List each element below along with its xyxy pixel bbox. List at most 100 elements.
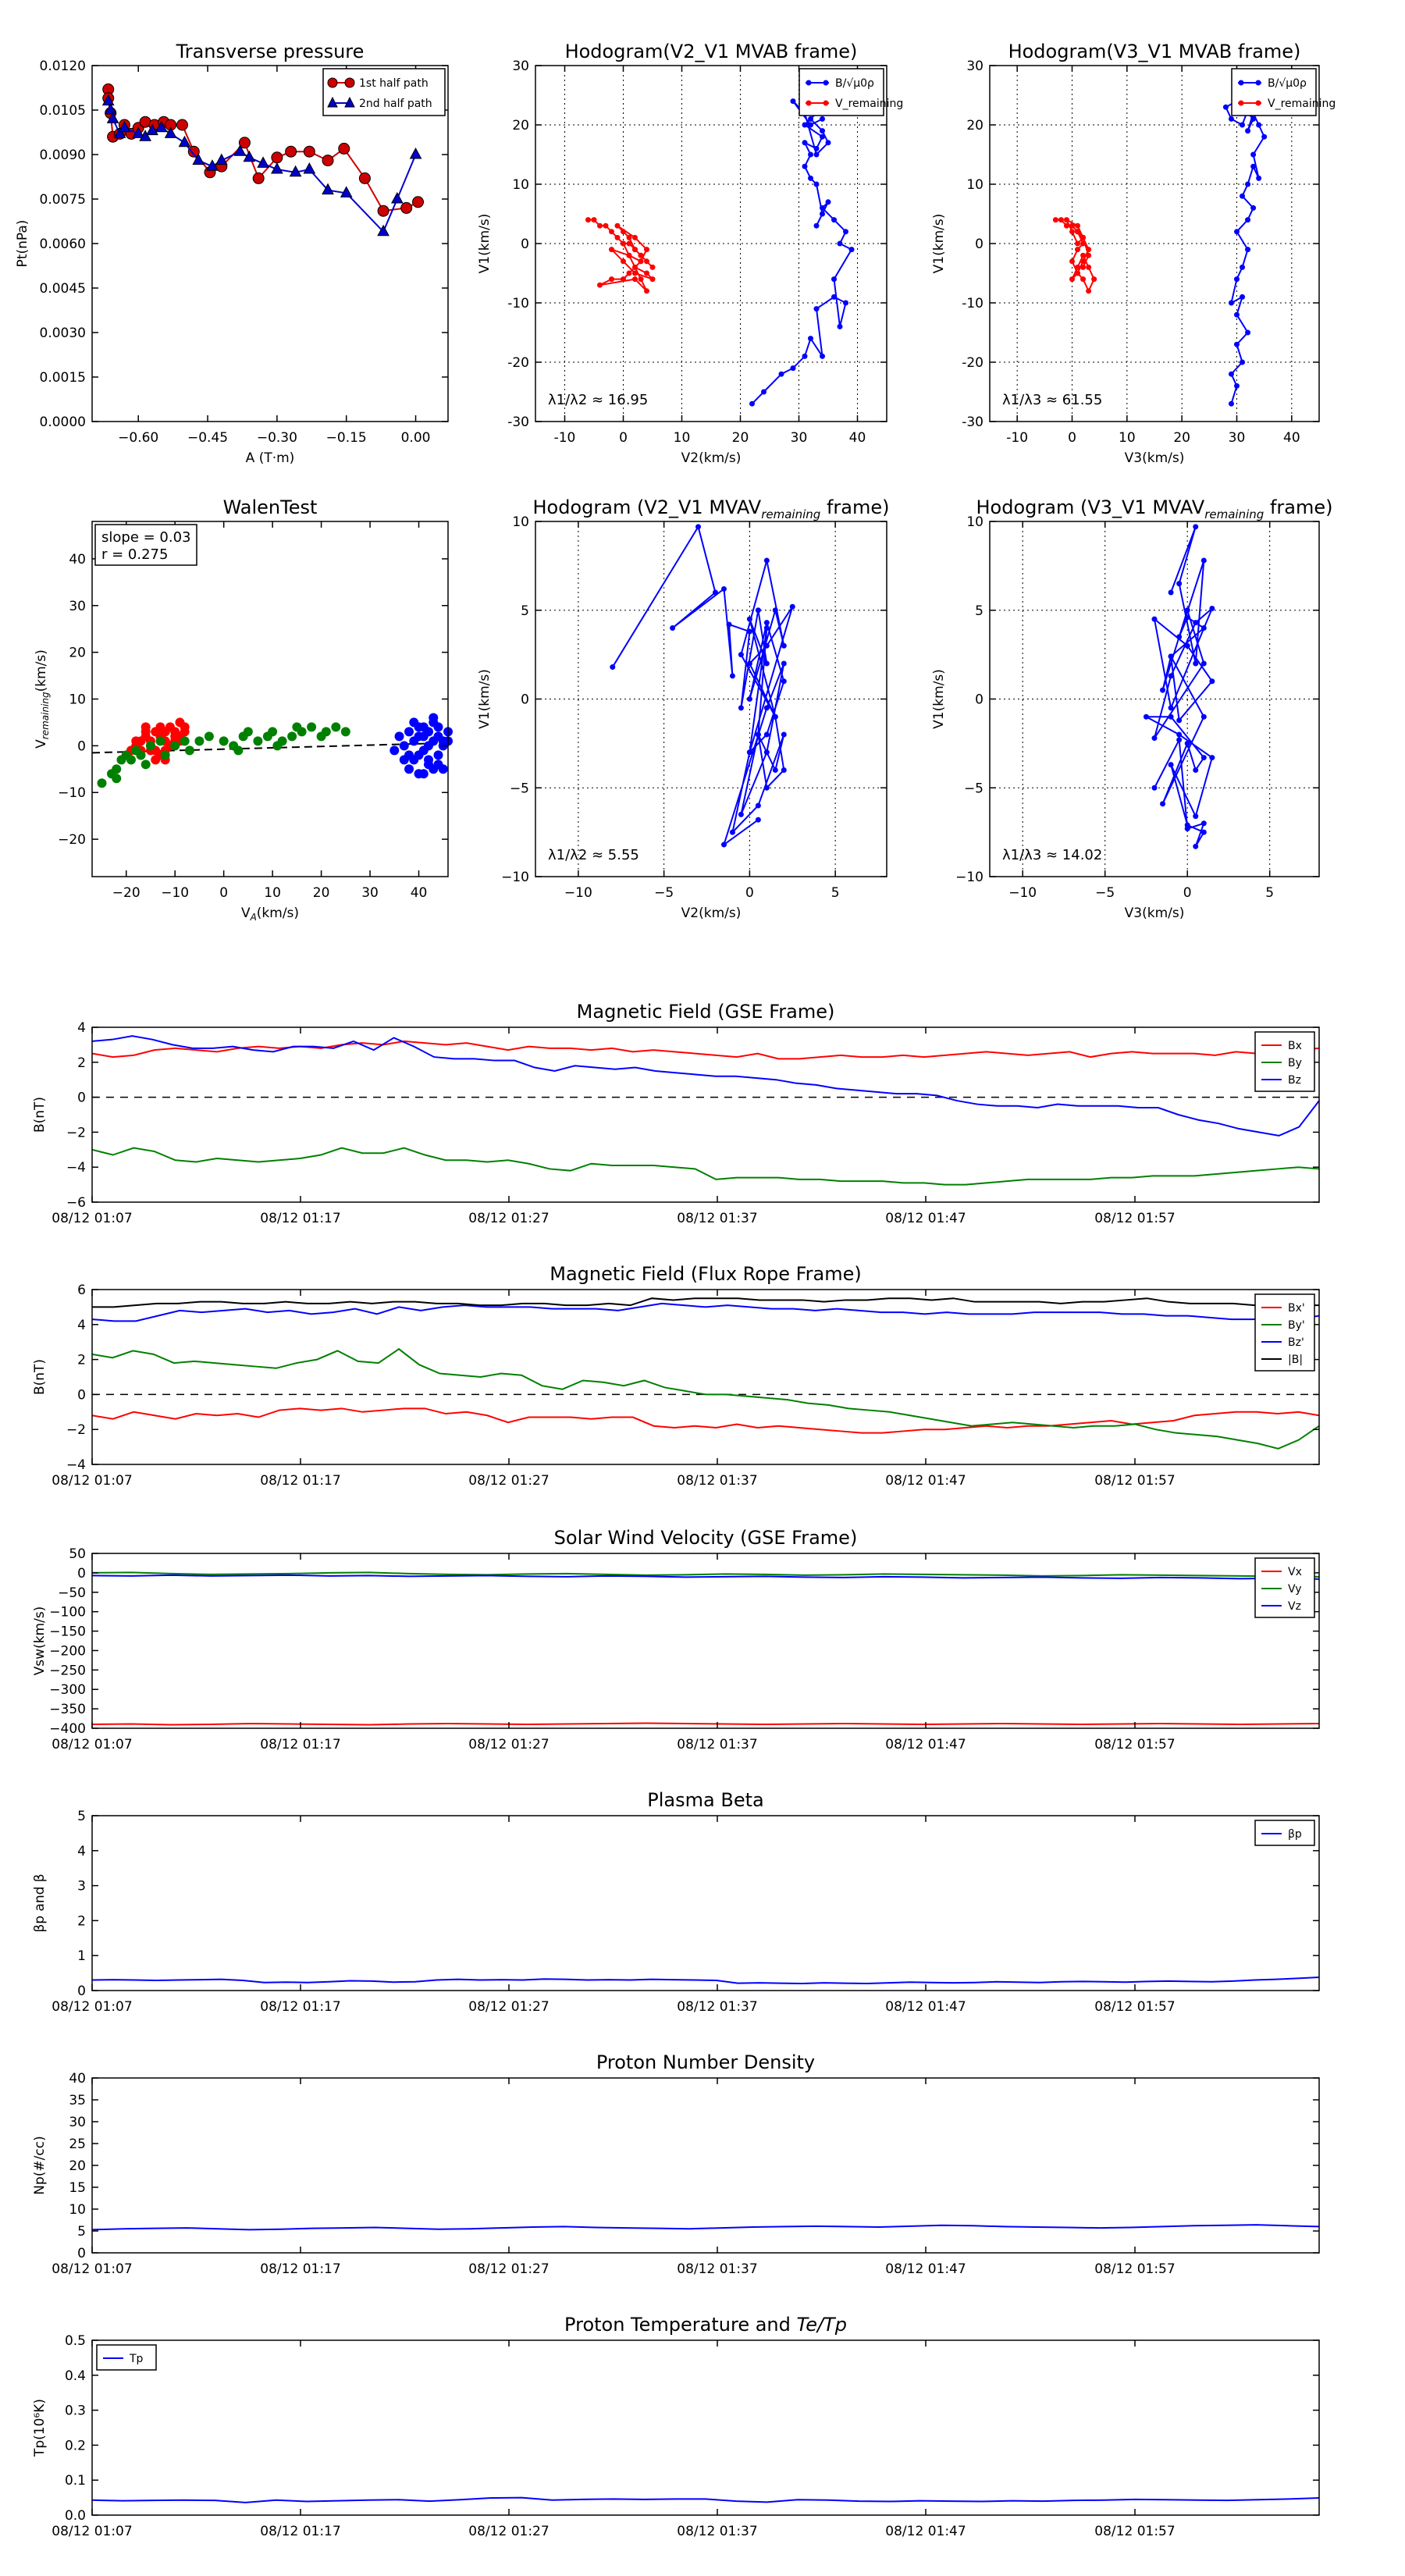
y-tick-label: 4 — [77, 1020, 86, 1036]
x-axis-label: V2(km/s) — [681, 450, 742, 466]
data-point — [1069, 229, 1075, 235]
data-point — [638, 252, 644, 258]
timeseries-6: 0.0 0.1 0.2 0.3 0.4 0.5 08/12 01:07 08/12 01:17… — [32, 2314, 1320, 2539]
x-axis-label: A (T·m) — [246, 450, 295, 466]
data-point — [813, 151, 820, 158]
data-point — [644, 270, 649, 276]
data-point — [1184, 642, 1190, 649]
y-tick-label: −10 — [58, 785, 86, 801]
data-point — [1200, 660, 1207, 667]
legend-marker — [1255, 80, 1261, 86]
x-tick-label: 0 — [745, 885, 754, 901]
data-point — [1075, 270, 1081, 276]
series-line-Bx' — [91, 1407, 1320, 1434]
subplot-1: −0.60 −0.45 −0.30 −0.15 0.00 0.0000 0.0015 0.00… — [15, 41, 449, 466]
data-point — [746, 616, 752, 622]
plot-area — [91, 1553, 1320, 1729]
timeseries-1: −6 −4 −2 0 2 4 08/12 01:07 08/12 01:17 08/12 01:… — [32, 1001, 1320, 1226]
y-tick-label: -20 — [507, 355, 529, 371]
timeseries-3: −400 −350 −300 −250 −200 −150 −100 −50 0 50 08/12 … — [32, 1527, 1320, 1752]
x-tick-label: −10 — [1008, 885, 1037, 901]
data-point — [763, 625, 770, 631]
legend: B/√μ0ρ V_remaining — [799, 68, 903, 116]
data-point — [233, 144, 247, 156]
x-tick-label: -10 — [1006, 430, 1028, 446]
data-point — [808, 151, 813, 158]
data-point — [1209, 605, 1215, 611]
y-tick-label: 20 — [69, 2158, 86, 2174]
data-point — [763, 705, 770, 711]
legend: Bx By Bz — [1254, 1031, 1315, 1092]
x-tick-label: 08/12 01:37 — [677, 1737, 757, 1752]
data-point — [746, 628, 752, 635]
x-tick-label: 08/12 01:37 — [677, 1211, 757, 1226]
data-point — [1193, 620, 1199, 626]
data-point — [170, 741, 180, 751]
data-point — [424, 741, 434, 751]
data-point — [1063, 222, 1069, 229]
data-point — [813, 145, 820, 151]
y-tick-label: 10 — [512, 514, 529, 530]
chart-title: Plasma Beta — [647, 1789, 763, 1811]
data-point — [176, 119, 188, 131]
y-tick-label: −20 — [58, 832, 86, 848]
data-point — [808, 175, 813, 181]
y-tick-label: 10 — [69, 692, 86, 708]
data-point — [772, 607, 778, 614]
y-tick-label: 4 — [77, 1318, 86, 1333]
series-line-1 — [751, 100, 853, 404]
data-point — [1228, 116, 1234, 122]
data-point — [609, 247, 614, 253]
data-point — [644, 288, 649, 294]
y-tick-label: 0.5 — [65, 2333, 86, 2349]
data-point — [257, 156, 269, 168]
data-point — [146, 123, 158, 136]
data-point — [184, 745, 194, 756]
x-tick-label: −5 — [654, 885, 674, 901]
data-point — [632, 234, 638, 240]
data-point — [145, 741, 155, 751]
y-tick-label: −10 — [501, 870, 529, 885]
y-tick-label: 15 — [69, 2180, 86, 2196]
y-tick-label: 0.0105 — [40, 103, 86, 119]
annotation-text: λ1/λ3 ≈ 14.02 — [1002, 847, 1102, 863]
data-point — [1184, 826, 1190, 832]
x-tick-label: 20 — [732, 430, 749, 446]
data-point — [843, 300, 848, 306]
x-tick-label: 10 — [1119, 430, 1136, 446]
data-point — [1080, 258, 1087, 265]
x-tick-label: −20 — [112, 885, 140, 901]
x-tick-label: 5 — [831, 885, 840, 901]
data-point — [746, 660, 752, 667]
data-point — [322, 183, 334, 195]
data-point — [808, 336, 813, 342]
y-tick-label: 20 — [69, 646, 86, 661]
data-point — [813, 306, 820, 312]
subplot-3: -10 0 10 20 30 40 -30 -20 -10 0 10 20 30 Hodogram(V3_… — [931, 41, 1336, 466]
data-point — [738, 652, 744, 658]
data-point — [132, 126, 145, 138]
legend-label: V_remaining — [835, 98, 903, 110]
plot-area — [91, 2339, 1320, 2516]
y-tick-label: 5 — [975, 603, 984, 619]
data-point — [1209, 755, 1215, 761]
legend: βp — [1254, 1820, 1315, 1846]
data-point — [303, 162, 316, 174]
data-point — [808, 116, 813, 122]
data-point — [763, 620, 770, 626]
data-point — [802, 163, 808, 169]
data-point — [1151, 785, 1158, 791]
data-point — [253, 736, 263, 746]
data-point — [720, 585, 727, 592]
data-point — [340, 186, 353, 197]
chart-title: Hodogram(V2_V1 MVAB frame) — [565, 41, 858, 62]
y-tick-label: 0 — [975, 237, 984, 252]
data-point — [820, 211, 825, 217]
data-point — [243, 150, 256, 162]
data-point — [632, 264, 638, 270]
data-point — [1245, 217, 1251, 223]
data-point — [389, 745, 400, 756]
legend-marker — [1238, 80, 1244, 86]
series-line-1 — [91, 2224, 1320, 2231]
y-tick-label: 0 — [521, 237, 529, 252]
